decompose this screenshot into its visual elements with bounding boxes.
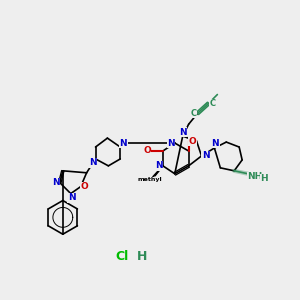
Text: N: N <box>179 128 187 137</box>
Text: H: H <box>137 250 147 263</box>
Text: N: N <box>212 139 219 148</box>
Text: N: N <box>167 139 175 148</box>
Text: Cl: Cl <box>116 250 129 263</box>
Text: N: N <box>119 139 127 148</box>
Text: NH: NH <box>248 172 262 181</box>
Text: O: O <box>81 182 88 191</box>
Text: C: C <box>209 99 215 108</box>
Text: methyl: methyl <box>138 177 162 182</box>
Text: N: N <box>155 161 163 170</box>
Text: C: C <box>190 109 197 118</box>
Text: O: O <box>143 146 151 155</box>
Text: O: O <box>189 136 196 146</box>
Text: N: N <box>68 193 76 202</box>
Text: H: H <box>260 174 268 183</box>
Text: N: N <box>89 158 96 167</box>
Text: N: N <box>202 152 209 160</box>
Text: N: N <box>52 178 60 187</box>
